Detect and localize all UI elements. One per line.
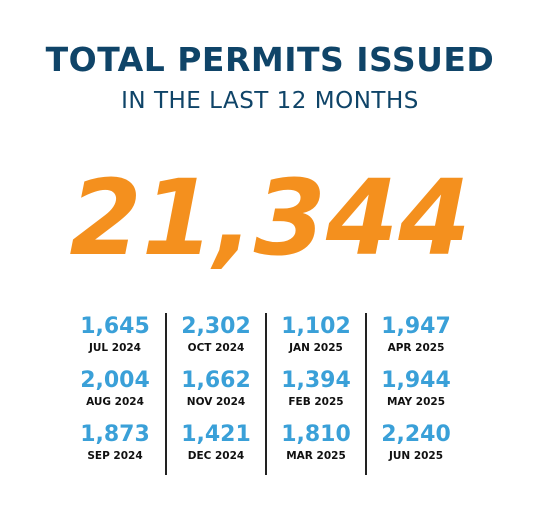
month-cell: 1,873 SEP 2024 [65,421,165,475]
month-label: JAN 2025 [289,342,343,354]
permit-count-value: 1,102 [281,314,351,339]
total-permits-value: 21,344 [69,157,471,279]
month-label: JUL 2024 [88,342,141,354]
month-label: MAY 2025 [386,396,446,408]
permit-count-value: 2,302 [181,314,251,339]
permit-count-value: 2,004 [80,368,150,393]
month-label: MAR 2025 [286,450,346,462]
month-cell: 1,947 APR 2025 [367,313,465,367]
permit-count-value: 1,944 [381,368,451,393]
month-label: SEP 2024 [87,450,143,462]
month-column: 1,947 APR 2025 1,944 MAY 2025 2,240 JUN … [365,313,465,475]
month-cell: 2,302 OCT 2024 [167,313,265,367]
month-label: OCT 2024 [187,342,245,354]
month-label: FEB 2025 [288,396,344,408]
month-cell: 1,662 NOV 2024 [167,367,265,421]
permit-count-value: 1,810 [281,422,351,447]
permit-count-value: 1,873 [80,422,150,447]
month-cell: 1,944 MAY 2025 [367,367,465,421]
month-label: JUN 2025 [388,450,444,462]
month-column: 2,302 OCT 2024 1,662 NOV 2024 1,421 DEC … [165,313,265,475]
month-column: 1,645 JUL 2024 2,004 AUG 2024 1,873 SEP … [65,313,165,475]
permit-count-value: 1,645 [80,314,150,339]
month-cell: 1,810 MAR 2025 [267,421,365,475]
month-cell: 1,394 FEB 2025 [267,367,365,421]
month-column: 1,102 JAN 2025 1,394 FEB 2025 1,810 MAR … [265,313,365,475]
permit-count-value: 2,240 [381,422,451,447]
month-label: AUG 2024 [86,396,144,408]
permit-count-value: 1,662 [181,368,251,393]
permit-count-value: 1,421 [181,422,251,447]
month-label: DEC 2024 [187,450,245,462]
permit-count-value: 1,947 [381,314,451,339]
month-cell: 1,421 DEC 2024 [167,421,265,475]
month-cell: 1,645 JUL 2024 [65,313,165,367]
chart-title: TOTAL PERMITS ISSUED [45,40,495,79]
chart-subtitle: IN THE LAST 12 MONTHS [121,88,419,114]
month-cell: 2,240 JUN 2025 [367,421,465,475]
month-cell: 2,004 AUG 2024 [65,367,165,421]
month-cell: 1,102 JAN 2025 [267,313,365,367]
month-label: NOV 2024 [186,396,246,408]
month-label: APR 2025 [387,342,445,354]
permit-count-value: 1,394 [281,368,351,393]
monthly-permits-grid: 1,645 JUL 2024 2,004 AUG 2024 1,873 SEP … [65,313,465,475]
